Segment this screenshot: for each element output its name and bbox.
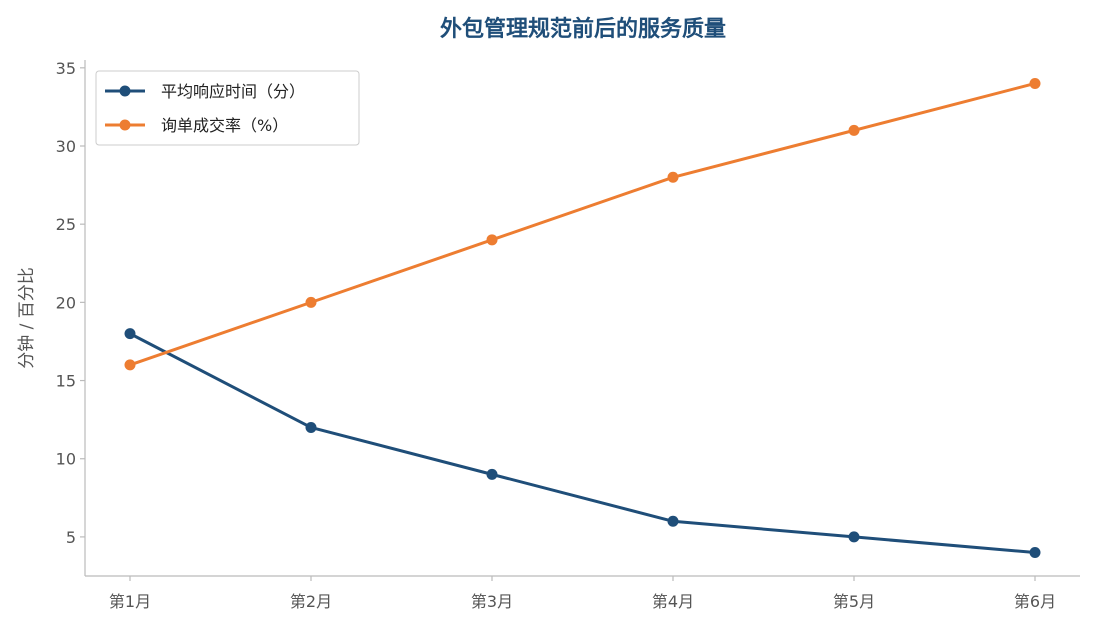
data-point (667, 171, 679, 183)
series-line (128, 332, 1037, 555)
y-tick-label: 30 (56, 137, 76, 156)
legend-item-1: 平均响应时间（分） (105, 82, 305, 101)
x-tick-label: 第6月 (1014, 592, 1056, 611)
x-ticks: 第1月 第2月 第3月 第4月 第5月 第6月 (109, 576, 1056, 611)
y-tick-label: 25 (56, 215, 76, 234)
legend: 平均响应时间（分） 询单成交率（%） (95, 70, 360, 146)
y-tick-label: 5 (66, 528, 76, 547)
series-layer (124, 77, 1041, 559)
legend-box (95, 70, 360, 146)
data-point (848, 531, 860, 543)
y-tick-label: 10 (56, 450, 76, 469)
x-tick-label: 第3月 (471, 592, 513, 611)
data-point (848, 124, 860, 136)
x-tick-label: 第2月 (290, 592, 332, 611)
data-point (486, 234, 498, 246)
legend-marker (119, 85, 131, 97)
data-point (124, 328, 136, 340)
legend-item-2: 询单成交率（%） (105, 116, 288, 135)
x-tick-label: 第1月 (109, 592, 151, 611)
y-ticks: 5 10 15 20 25 30 35 (56, 59, 85, 547)
y-tick-label: 20 (56, 293, 76, 312)
y-tick-label: 35 (56, 59, 76, 78)
legend-label: 平均响应时间（分） (161, 82, 305, 101)
series-line (128, 81, 1037, 367)
x-tick-label: 第4月 (652, 592, 694, 611)
data-point (305, 421, 317, 433)
y-axis-label: 分钟 / 百分比 (17, 267, 37, 369)
data-point (1029, 547, 1041, 559)
chart-title: 外包管理规范前后的服务质量 (440, 16, 726, 42)
legend-label: 询单成交率（%） (161, 116, 288, 135)
data-point (305, 296, 317, 308)
data-point (486, 468, 498, 480)
data-point (667, 515, 679, 527)
series-2 (124, 77, 1041, 371)
x-tick-label: 第5月 (833, 592, 875, 611)
legend-marker (119, 119, 131, 131)
data-point (124, 359, 136, 371)
data-point (1029, 77, 1041, 89)
series-1 (124, 328, 1041, 559)
y-tick-label: 15 (56, 372, 76, 391)
legend-items: 平均响应时间（分） 询单成交率（%） (105, 82, 305, 135)
